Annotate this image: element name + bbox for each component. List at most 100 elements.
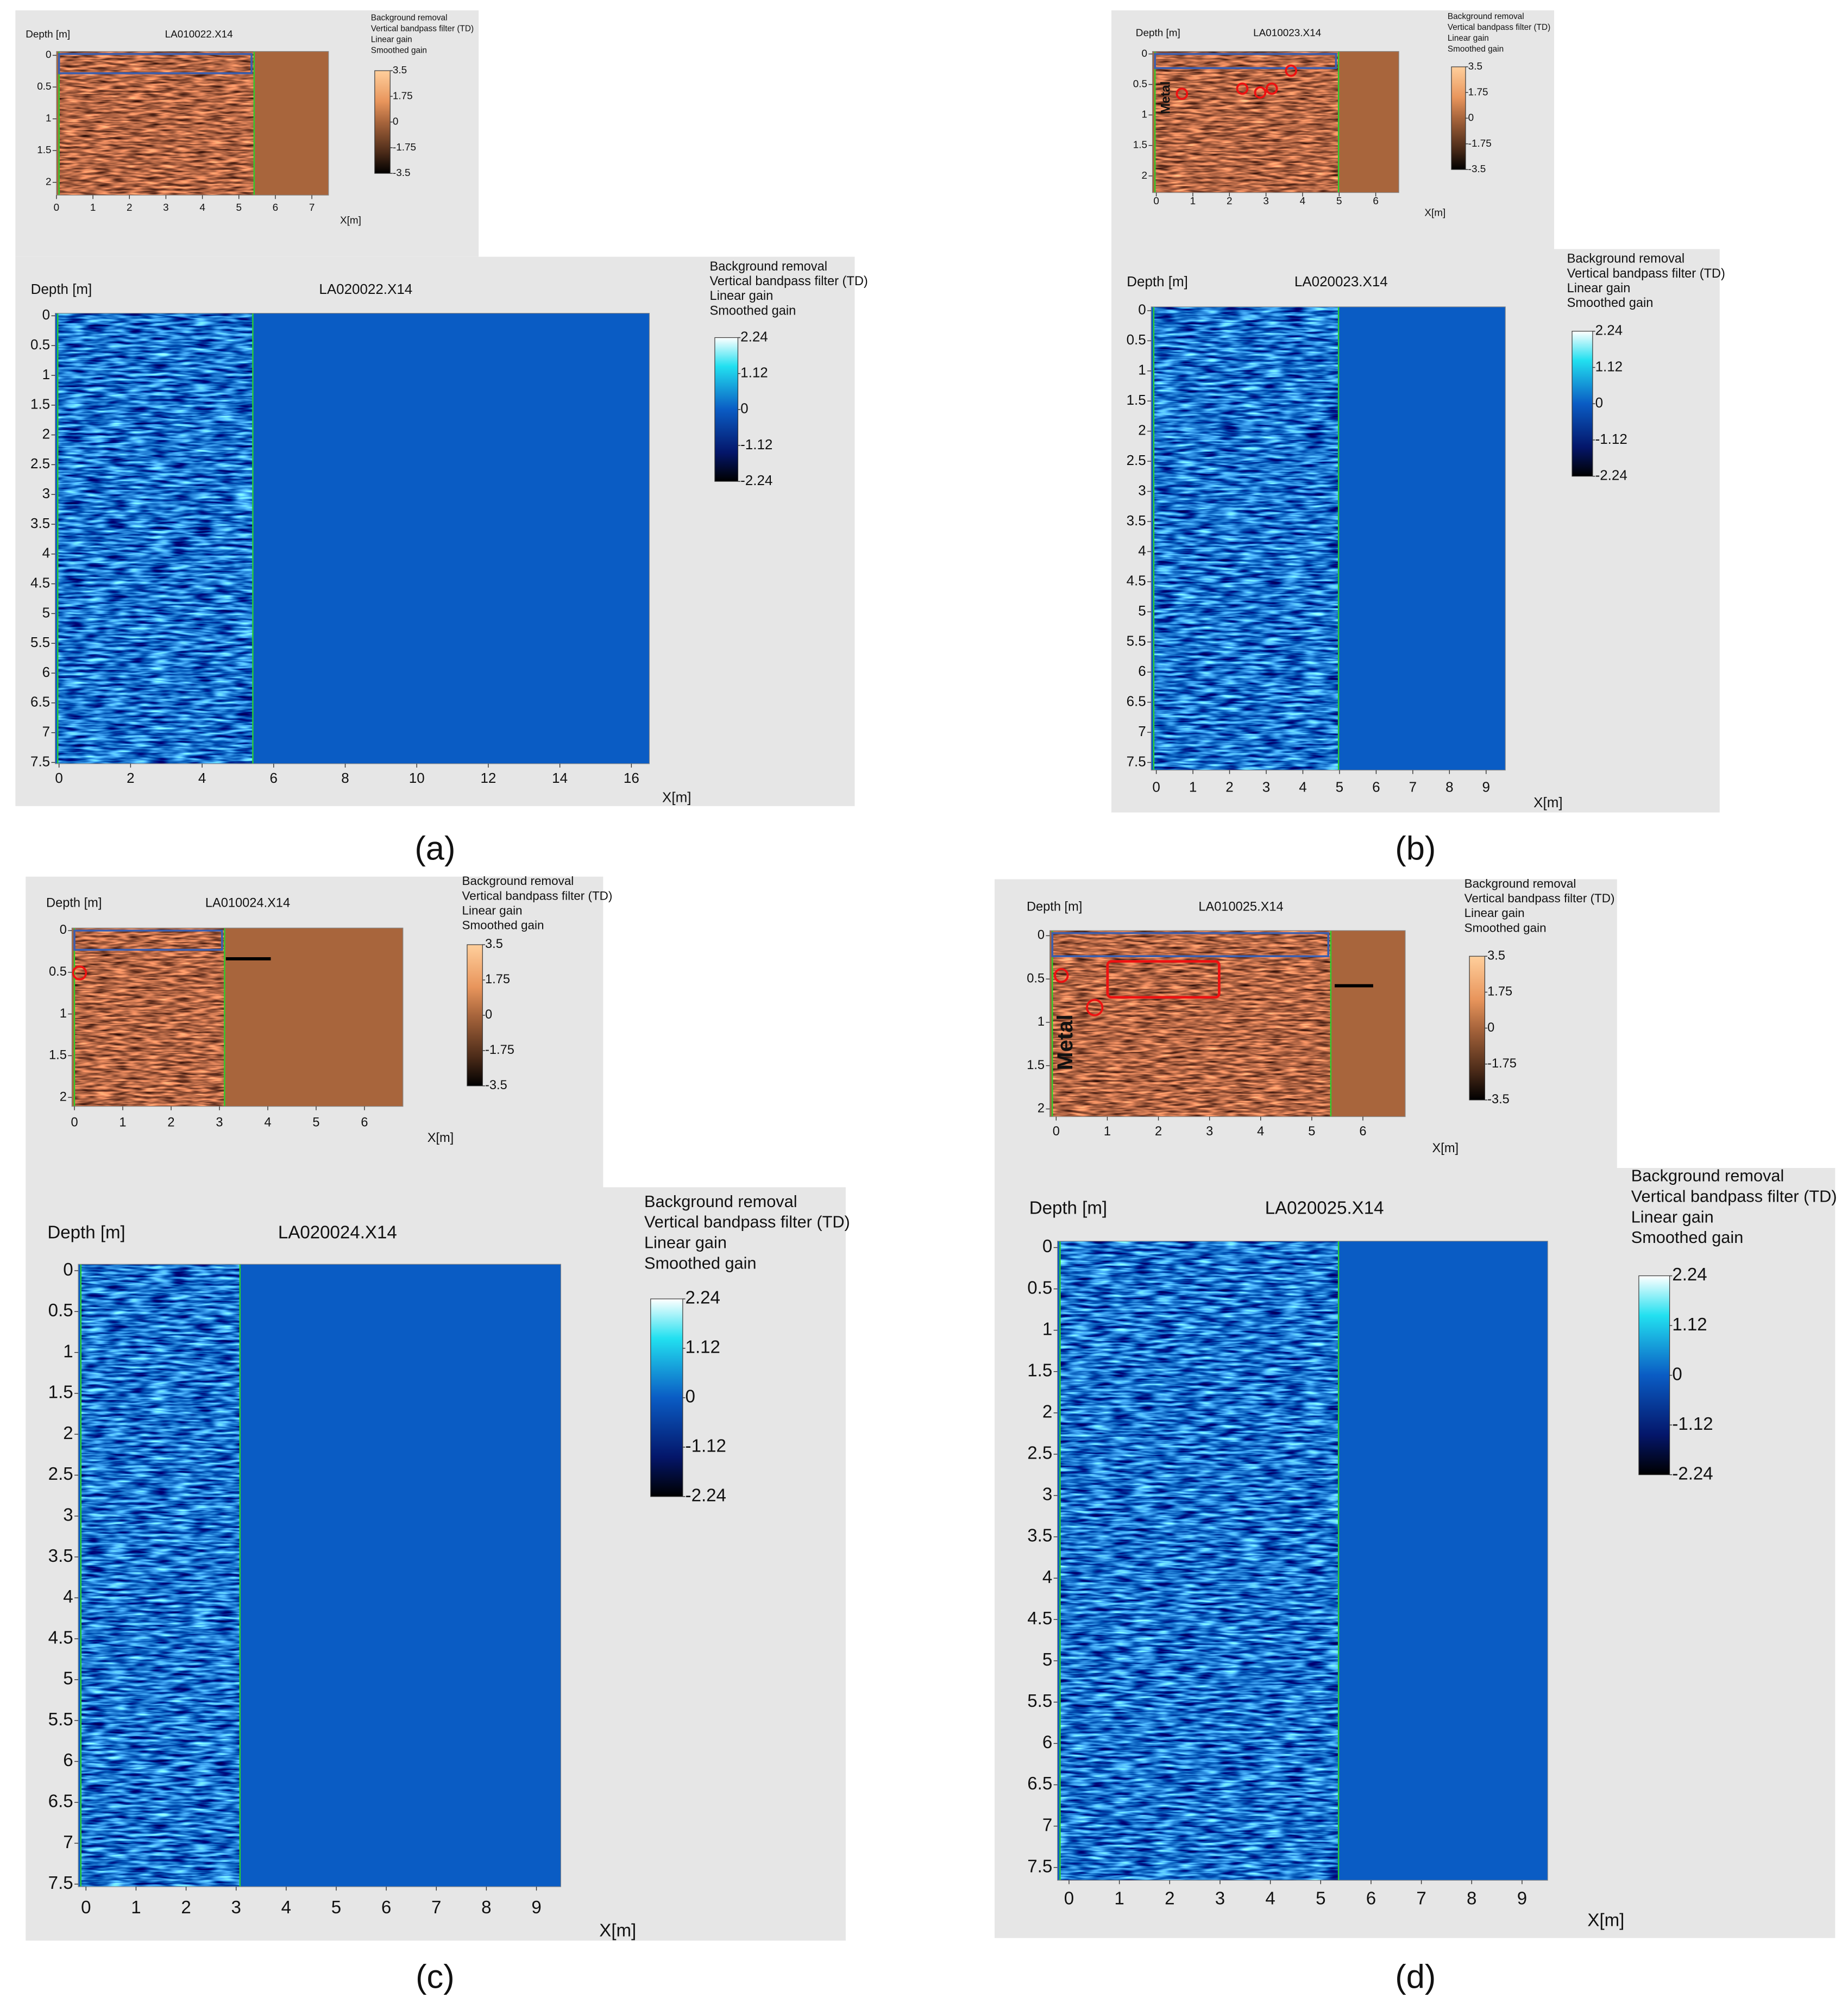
y-tick-label: 3.5 <box>48 1546 73 1566</box>
x-tick-label: 1 <box>1114 1888 1124 1908</box>
colorbar-tick-label: -1.75 <box>393 142 416 153</box>
colorbar-tick-label: 2.24 <box>1595 322 1623 338</box>
filter-label: Vertical bandpass filter (TD) <box>1448 23 1550 32</box>
y-tick-label: 0 <box>1038 928 1045 943</box>
plot-frame <box>1151 306 1506 771</box>
filter-label: Smoothed gain <box>462 919 544 932</box>
x-tick-label: 3 <box>163 202 169 213</box>
y-tick-label: 5 <box>42 604 50 620</box>
y-tick-label: 2 <box>1142 170 1148 181</box>
x-tick-label: 6 <box>1373 196 1379 207</box>
x-tick-label: 16 <box>624 770 639 786</box>
x-tick-label: 2 <box>1165 1888 1174 1908</box>
y-tick-label: 0 <box>1138 302 1146 318</box>
x-tick-label: 8 <box>341 770 349 786</box>
colorbar-tick-label: 0 <box>686 1387 695 1407</box>
filter-label: Linear gain <box>1448 34 1489 43</box>
x-tick-label: 6 <box>361 1116 368 1130</box>
x-tick-label: 3 <box>1215 1888 1225 1908</box>
y-tick-label: 5.5 <box>1027 1691 1052 1711</box>
y-tick-label: 7 <box>1138 723 1146 739</box>
x-tick-label: 2 <box>1227 196 1233 207</box>
y-tick-label: 5 <box>63 1669 73 1689</box>
colorbar <box>1451 66 1466 170</box>
x-tick-label: 4 <box>264 1116 271 1130</box>
x-tick-label: 0 <box>71 1116 78 1130</box>
y-tick-label: 5.5 <box>1127 633 1146 649</box>
x-tick-label: 2 <box>127 202 133 213</box>
colorbar-tick-label: 0 <box>485 1008 492 1022</box>
colorbar-tick-label: 0 <box>740 400 748 417</box>
filter-label: Vertical bandpass filter (TD) <box>709 274 868 288</box>
colorbar-tick-label: -1.75 <box>485 1043 514 1057</box>
y-tick-label: 0.5 <box>49 965 67 979</box>
x-tick-label: 9 <box>531 1898 541 1918</box>
y-tick-label: 5 <box>1138 602 1146 619</box>
filter-label: Background removal <box>1464 877 1576 890</box>
colorbar-tick-label: 2.24 <box>686 1288 720 1308</box>
y-axis-label: Depth [m] <box>1029 1198 1107 1218</box>
y-tick-label: 2.5 <box>48 1464 73 1484</box>
filter-label: Vertical bandpass filter (TD) <box>462 889 613 902</box>
x-tick-label: 4 <box>1257 1125 1264 1139</box>
x-tick-label: 9 <box>1482 779 1490 795</box>
x-axis-label: X[m] <box>1424 207 1445 218</box>
x-tick-label: 0 <box>1152 779 1160 795</box>
y-tick-label: 6 <box>1138 663 1146 679</box>
radargram <box>59 51 254 196</box>
marker-circle <box>1086 998 1104 1016</box>
y-tick-label: 5 <box>1042 1650 1052 1670</box>
y-tick-label: 6 <box>1042 1732 1052 1753</box>
panel-label: (c) <box>416 1958 455 1995</box>
filter-label: Smoothed gain <box>1448 45 1504 54</box>
colorbar-tick-label: -1.12 <box>1672 1414 1713 1434</box>
highlight-box <box>1154 53 1337 70</box>
y-axis-label: Depth [m] <box>47 1222 125 1242</box>
panel-label: (b) <box>1395 830 1436 868</box>
marker-circle <box>1254 86 1267 99</box>
y-tick-label: 3 <box>42 485 50 501</box>
y-tick-label: 0 <box>42 306 50 323</box>
y-tick-label: 6 <box>63 1750 73 1770</box>
y-tick-label: 4.5 <box>1127 573 1146 589</box>
colorbar-tick-label: 1.12 <box>1595 358 1623 374</box>
radargram <box>1153 306 1339 770</box>
filter-label: Linear gain <box>644 1233 727 1252</box>
x-tick-label: 3 <box>216 1116 223 1130</box>
y-tick-label: 3.5 <box>1127 512 1146 529</box>
x-axis-label: X[m] <box>1533 794 1562 811</box>
filter-label: Background removal <box>371 13 448 22</box>
colorbar-tick-label: -1.75 <box>1468 138 1492 149</box>
y-tick-label: 1 <box>1042 1319 1052 1339</box>
x-tick-label: 2 <box>1225 779 1233 795</box>
filter-label: Smoothed gain <box>709 304 796 318</box>
y-tick-label: 5.5 <box>30 634 50 650</box>
y-tick-label: 0 <box>46 49 52 61</box>
y-axis-label: Depth [m] <box>1136 28 1180 39</box>
y-tick-label: 7 <box>42 724 50 740</box>
x-tick-label: 8 <box>481 1898 491 1918</box>
y-axis-label: Depth [m] <box>1027 900 1082 914</box>
plot-frame <box>78 1264 562 1887</box>
y-tick-label: 0.5 <box>1127 331 1146 348</box>
x-tick-label: 4 <box>281 1898 291 1918</box>
panel-label: (a) <box>414 830 455 868</box>
x-tick-label: 1 <box>1104 1125 1111 1139</box>
radargram <box>1060 1241 1339 1881</box>
panel-label: (d) <box>1395 1958 1436 1995</box>
marker-circle <box>1176 87 1189 100</box>
x-tick-label: 1 <box>1190 196 1196 207</box>
radargram <box>58 313 253 764</box>
x-tick-label: 6 <box>273 202 279 213</box>
x-tick-label: 1 <box>131 1898 141 1918</box>
y-tick-label: 6.5 <box>1027 1774 1052 1794</box>
x-tick-label: 6 <box>1359 1125 1366 1139</box>
x-tick-label: 4 <box>1300 196 1306 207</box>
x-tick-label: 12 <box>480 770 496 786</box>
x-tick-label: 6 <box>270 770 278 786</box>
y-tick-label: 6 <box>42 664 50 680</box>
colorbar-tick-label: -3.5 <box>393 167 411 179</box>
x-tick-label: 10 <box>409 770 425 786</box>
x-tick-label: 0 <box>54 202 60 213</box>
filter-label: Linear gain <box>1631 1207 1714 1226</box>
